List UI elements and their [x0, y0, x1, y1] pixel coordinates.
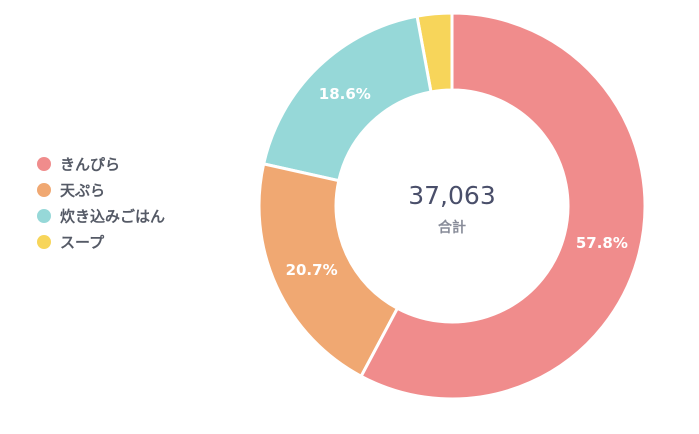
- value-label: 18.6%: [319, 85, 371, 103]
- legend-label: スープ: [60, 234, 105, 252]
- legend-swatch: [37, 157, 51, 171]
- value-label: 57.8%: [576, 234, 628, 252]
- donut-slice: [261, 14, 433, 183]
- center-label: 合計: [438, 219, 466, 236]
- legend-label: 天ぷら: [60, 182, 105, 200]
- legend-swatch: [37, 209, 51, 223]
- donut-slice: [359, 11, 647, 401]
- legend-swatch: [37, 235, 51, 249]
- legend-label: きんぴら: [60, 156, 120, 174]
- legend-swatch: [37, 183, 51, 197]
- legend-label: 炊き込みごはん: [60, 208, 165, 226]
- center-value: 37,063: [408, 181, 495, 210]
- value-label: 20.7%: [286, 261, 338, 279]
- donut-slice: [257, 162, 400, 379]
